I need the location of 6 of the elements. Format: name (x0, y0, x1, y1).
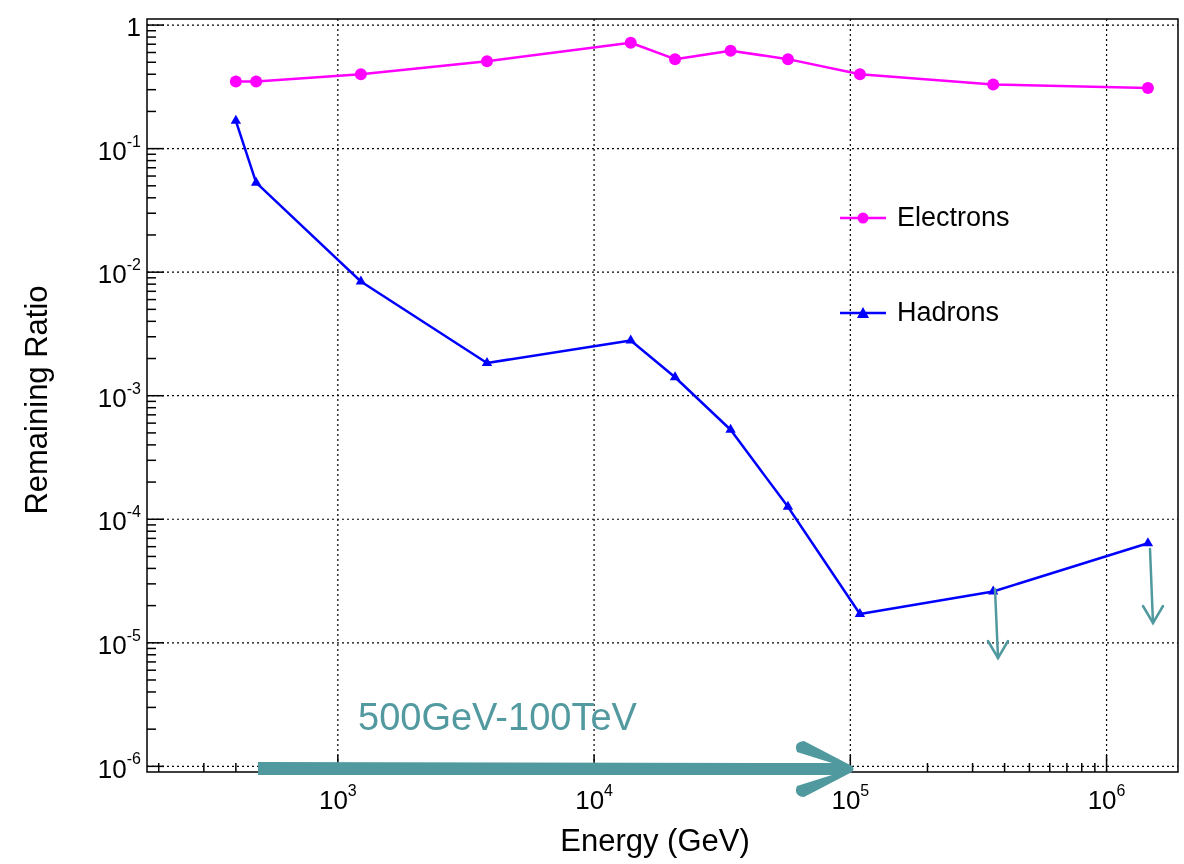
legend-label: Hadrons (897, 297, 1000, 328)
x-axis-title: Energy (GeV) (560, 822, 750, 858)
annotation: 500GeV-100TeV (358, 696, 638, 739)
legend-label: Electrons (897, 202, 1010, 233)
y-axis-title: Remaining Ratio (18, 285, 54, 515)
y-tick-label: 1 (126, 12, 142, 43)
